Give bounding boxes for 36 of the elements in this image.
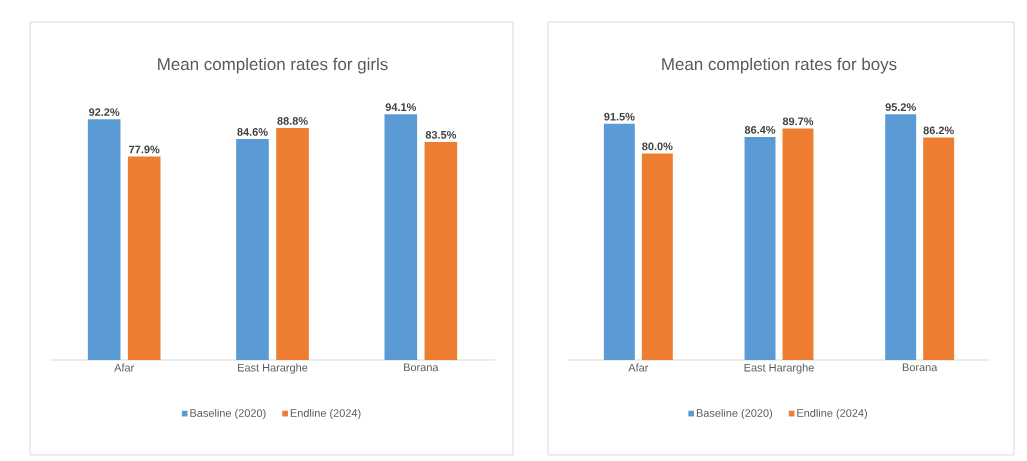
legend-label: Baseline (2020) (696, 408, 773, 420)
data-label: 94.1% (385, 103, 417, 111)
legend-label: Endline (2024) (797, 408, 867, 420)
bar (276, 128, 309, 360)
legend-label: Endline (2024) (290, 408, 361, 420)
bar (641, 153, 673, 360)
bar (424, 141, 458, 360)
data-label: 95.2% (885, 103, 916, 111)
bar (603, 123, 635, 360)
x-tick-label: East Hararghe (238, 363, 308, 374)
bar (87, 119, 121, 360)
data-label: 91.5% (604, 112, 635, 121)
bar (236, 139, 269, 360)
bar (744, 136, 776, 360)
data-label: 84.6% (237, 128, 268, 136)
x-tick-label: East Hararghe (744, 363, 814, 374)
legend-label: Baseline (2020) (190, 408, 266, 420)
data-label: 89.7% (782, 117, 814, 126)
bar (782, 128, 814, 360)
chart-title: Mean completion rates for girls (158, 57, 388, 74)
bar (923, 137, 955, 360)
data-label: 92.2% (88, 108, 120, 116)
chart-title: Mean completion rates for boys (662, 57, 897, 74)
data-label: 86.4% (744, 125, 776, 134)
data-label: 80.0% (642, 142, 673, 151)
x-tick-label: Afar (114, 363, 135, 372)
x-tick-label: Borana (404, 363, 439, 372)
x-tick-label: Afar (628, 363, 649, 372)
data-label: 83.5% (425, 130, 457, 139)
x-tick-label: Borana (902, 363, 938, 372)
bar (885, 114, 917, 360)
bar (127, 156, 161, 360)
data-label: 77.9% (129, 145, 160, 154)
data-label: 88.8% (277, 117, 308, 125)
bar (384, 114, 418, 360)
data-label: 86.2% (923, 126, 954, 135)
